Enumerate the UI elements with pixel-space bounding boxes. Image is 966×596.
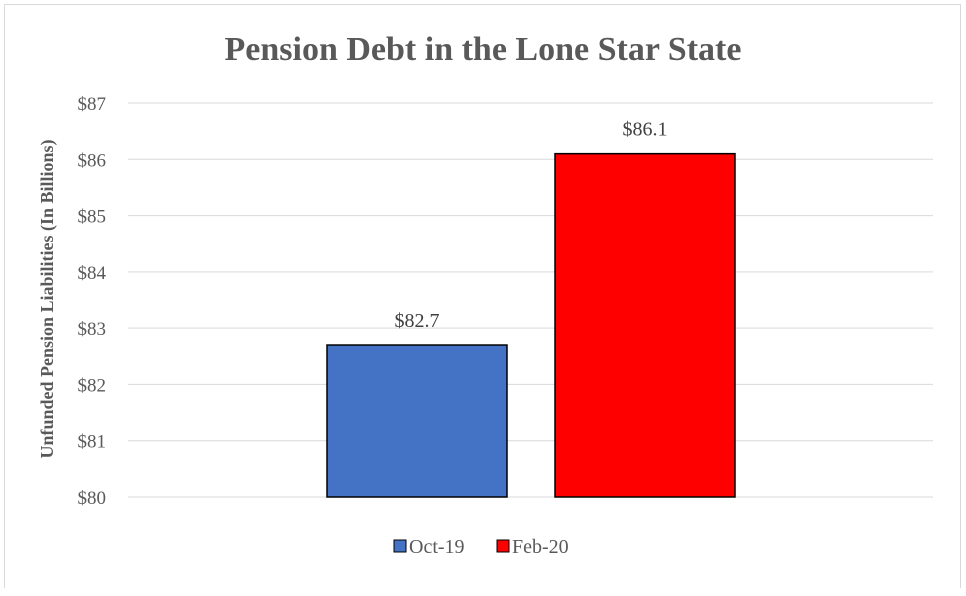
gridlines — [128, 102, 933, 498]
bar-oct-19 — [326, 344, 508, 498]
bar-feb-20 — [554, 152, 736, 498]
legend-label-oct-19: Oct-19 — [409, 536, 465, 558]
y-tick-label: $87 — [78, 94, 107, 115]
y-axis-label: Unfunded Pension Liabilities (In Billion… — [37, 139, 58, 458]
chart-title: Pension Debt in the Lone Star State — [225, 31, 742, 68]
bars — [326, 152, 736, 498]
y-tick-label: $81 — [78, 432, 107, 453]
legend-label-feb-20: Feb-20 — [512, 536, 569, 558]
y-tick-label: $86 — [78, 150, 107, 171]
y-tick-label: $80 — [78, 488, 107, 509]
legend-swatch-feb-20 — [496, 539, 510, 553]
data-label-feb-20: $86.1 — [623, 119, 668, 141]
y-tick-label: $84 — [78, 263, 107, 284]
y-tick-label: $83 — [78, 319, 107, 340]
y-axis-ticks: $80 $81 $82 $83 $84 $85 $86 $87 — [78, 94, 107, 509]
legend: Oct-19 Feb-20 — [393, 536, 569, 558]
legend-swatch-oct-19 — [393, 539, 407, 553]
y-tick-label: $85 — [78, 207, 107, 228]
data-label-oct-19: $82.7 — [395, 310, 440, 332]
y-tick-label: $82 — [78, 375, 107, 396]
data-labels: $82.7 $86.1 — [395, 119, 668, 332]
